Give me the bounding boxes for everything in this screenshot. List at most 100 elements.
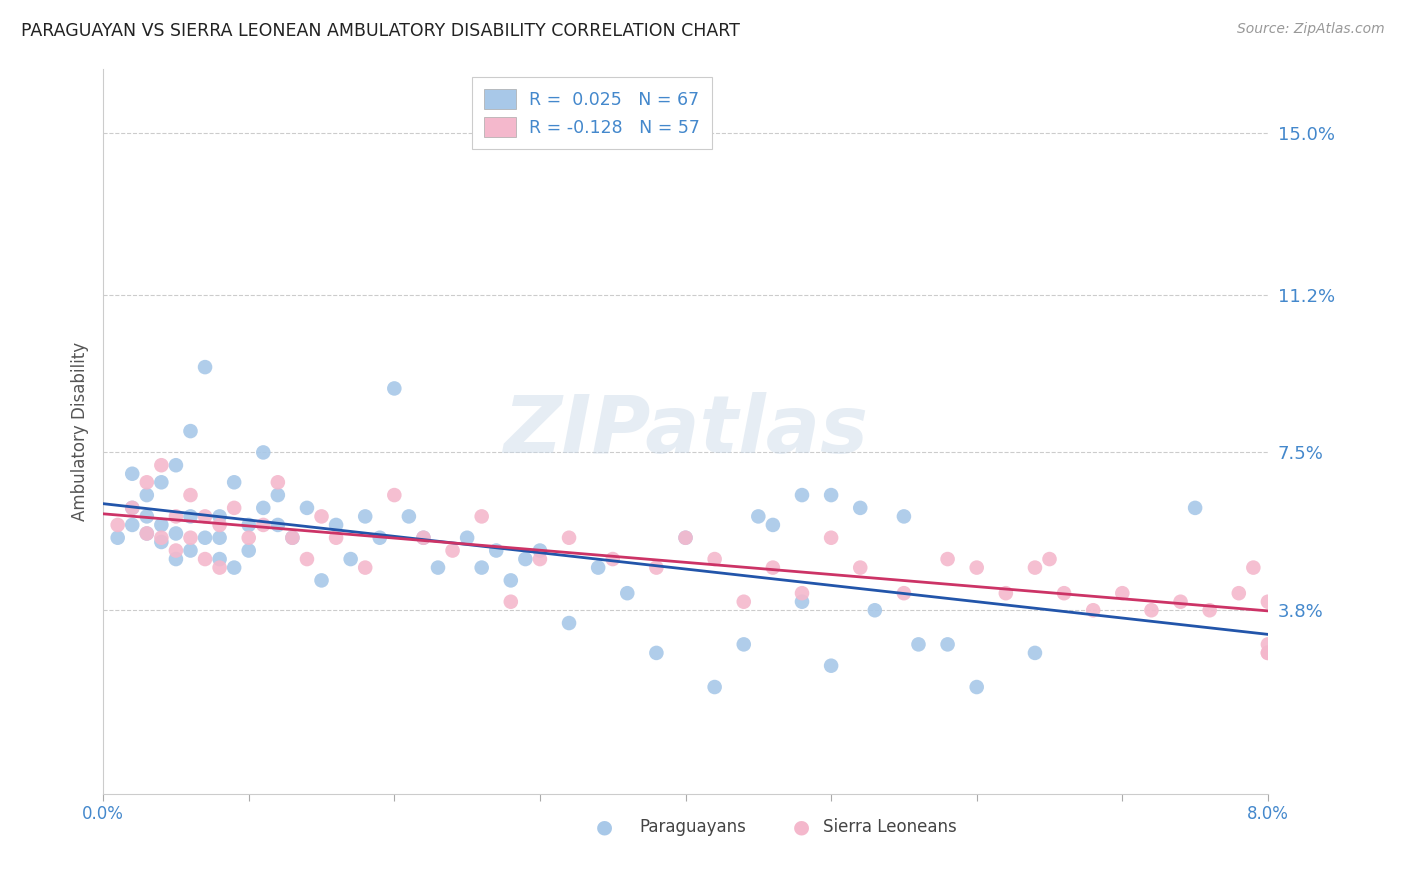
Text: Source: ZipAtlas.com: Source: ZipAtlas.com	[1237, 22, 1385, 37]
Point	[398, 509, 420, 524]
Point	[224, 560, 246, 574]
Point	[135, 509, 157, 524]
Point	[238, 543, 260, 558]
Point	[165, 458, 187, 473]
Point	[471, 509, 494, 524]
Point	[354, 560, 377, 574]
Point	[586, 560, 609, 574]
Point	[267, 475, 290, 490]
Point	[135, 526, 157, 541]
Point	[820, 658, 842, 673]
Point	[208, 517, 231, 532]
Point	[471, 560, 494, 574]
Point	[179, 424, 201, 438]
Text: PARAGUAYAN VS SIERRA LEONEAN AMBULATORY DISABILITY CORRELATION CHART: PARAGUAYAN VS SIERRA LEONEAN AMBULATORY …	[21, 22, 740, 40]
Point	[499, 595, 522, 609]
Point	[382, 381, 405, 395]
Point	[529, 552, 551, 566]
Point	[165, 509, 187, 524]
Point	[485, 543, 508, 558]
Point	[499, 574, 522, 588]
Point	[208, 552, 231, 566]
Point	[412, 531, 434, 545]
Point	[368, 531, 391, 545]
Point	[1053, 586, 1076, 600]
Point	[179, 488, 201, 502]
Point	[179, 509, 201, 524]
Point	[194, 509, 217, 524]
Point	[194, 531, 217, 545]
Point	[107, 517, 129, 532]
Point	[790, 595, 813, 609]
Point	[135, 526, 157, 541]
Point	[121, 517, 143, 532]
Point	[441, 543, 464, 558]
Point	[790, 488, 813, 502]
Point	[1024, 560, 1046, 574]
Point	[208, 531, 231, 545]
Point	[994, 586, 1017, 600]
Point	[412, 531, 434, 545]
Point	[863, 603, 886, 617]
Point	[849, 560, 872, 574]
Point	[616, 586, 638, 600]
Point	[529, 543, 551, 558]
Point	[733, 637, 755, 651]
Point	[165, 552, 187, 566]
Point	[165, 526, 187, 541]
Point	[311, 574, 333, 588]
Point	[849, 500, 872, 515]
Point	[966, 680, 988, 694]
Point	[1257, 637, 1279, 651]
Point	[733, 595, 755, 609]
Point	[135, 488, 157, 502]
Point	[295, 500, 318, 515]
Point	[747, 509, 769, 524]
Point	[602, 552, 624, 566]
Point	[238, 531, 260, 545]
Point	[1170, 595, 1192, 609]
Point	[267, 517, 290, 532]
Point	[224, 500, 246, 515]
Point	[281, 531, 304, 545]
Point	[107, 531, 129, 545]
Point	[558, 615, 581, 630]
Point	[1140, 603, 1163, 617]
Point	[966, 560, 988, 574]
Point	[936, 637, 959, 651]
Point	[645, 560, 668, 574]
Point	[252, 500, 274, 515]
Point	[703, 552, 725, 566]
Point	[150, 458, 173, 473]
Point	[762, 560, 785, 574]
Point	[165, 543, 187, 558]
Point	[893, 509, 915, 524]
Point	[1024, 646, 1046, 660]
Point	[1241, 560, 1264, 574]
Point	[121, 500, 143, 515]
Point	[1184, 500, 1206, 515]
Point	[427, 560, 450, 574]
Point	[1257, 646, 1279, 660]
Point	[194, 552, 217, 566]
Point	[558, 531, 581, 545]
Point	[179, 531, 201, 545]
Point	[1111, 586, 1133, 600]
Point	[224, 475, 246, 490]
Y-axis label: Ambulatory Disability: Ambulatory Disability	[72, 342, 89, 521]
Point	[295, 552, 318, 566]
Point	[238, 517, 260, 532]
Point	[703, 680, 725, 694]
Point	[121, 500, 143, 515]
Point	[515, 552, 537, 566]
Point	[645, 646, 668, 660]
Text: ●: ●	[793, 817, 810, 837]
Point	[907, 637, 929, 651]
Point	[150, 517, 173, 532]
Point	[135, 475, 157, 490]
Text: ZIPatlas: ZIPatlas	[503, 392, 868, 470]
Point	[194, 360, 217, 375]
Point	[208, 509, 231, 524]
Point	[150, 475, 173, 490]
Point	[252, 517, 274, 532]
